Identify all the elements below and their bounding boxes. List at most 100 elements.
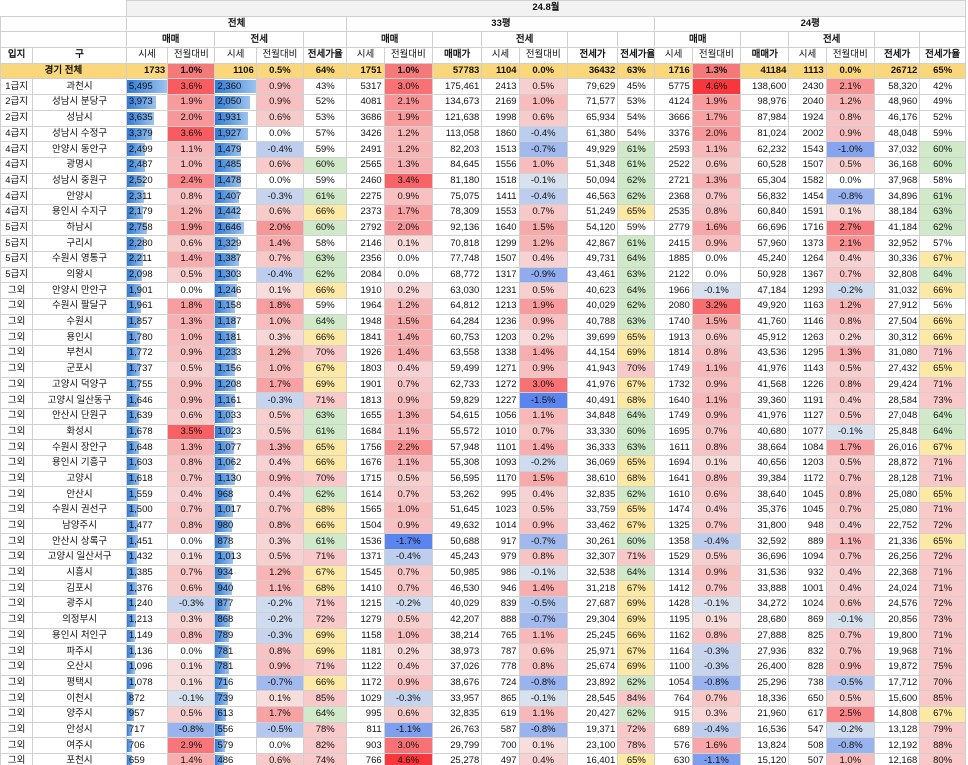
value-cell: 38,664 xyxy=(740,439,790,456)
data-bar xyxy=(215,629,229,643)
value-cell: -1.5% xyxy=(518,392,568,409)
value-cell: 2.0% xyxy=(167,109,216,127)
value-cell: 1756 xyxy=(346,439,385,456)
region-cell: 그외 xyxy=(0,376,34,394)
value-cell: 1.1% xyxy=(691,141,742,158)
value-cell: 1.1% xyxy=(691,392,742,409)
value-cell: 1113 xyxy=(788,62,827,80)
value-cell: 2040 xyxy=(788,94,827,111)
table-row: 그외 평택시 1,078 0.1% 716 -0.7% 66% 1172 0.9% 38,676 7… xyxy=(0,674,966,692)
value-cell: 0.4% xyxy=(691,502,742,519)
region-cell: 그외 xyxy=(0,753,34,765)
data-bar xyxy=(127,425,140,439)
data-bar xyxy=(215,566,232,580)
value-cell: 59,499 xyxy=(431,360,483,378)
value-cell: -0.2% xyxy=(255,611,305,629)
value-cell: 79,629 xyxy=(566,78,619,96)
value-cell: 25,296 xyxy=(740,674,790,692)
data-bar xyxy=(127,645,136,658)
value-cell: 1.0% xyxy=(167,329,216,347)
value-cell: 70% xyxy=(617,360,656,378)
value-cell: 71% xyxy=(919,454,966,472)
value-cell: 0.7% xyxy=(255,502,305,519)
data-bar xyxy=(215,425,233,439)
value-cell: 54,615 xyxy=(431,407,483,425)
value-cell: 15,600 xyxy=(873,690,921,707)
value-cell: 0.4% xyxy=(825,564,875,582)
value-cell: 1367 xyxy=(788,266,827,284)
value-cell: 1,187 xyxy=(214,313,257,331)
value-cell: 1,500 xyxy=(125,502,169,519)
value-cell: 65% xyxy=(617,753,656,765)
gu-cell: 오산시 xyxy=(32,658,127,676)
value-cell: 0.6% xyxy=(691,329,742,347)
value-cell: 2373 xyxy=(346,203,385,221)
value-cell: 1045 xyxy=(788,502,827,519)
sub-jeonse: 전세 xyxy=(481,31,568,49)
value-cell: 1.7% xyxy=(383,203,433,221)
value-cell: 1195 xyxy=(654,611,693,629)
table-row: 5급지 수원시 영통구 2,211 1.4% 1,387 0.7% 63% 2356 0.0% 7… xyxy=(0,251,966,268)
value-cell: 33,330 xyxy=(566,423,619,441)
value-cell: 61% xyxy=(303,423,348,441)
value-cell: 121,638 xyxy=(431,109,483,127)
table-row: 그외 고양시 일산서구 1,432 0.1% 1,013 0.5% 71% 1371 -0.4%… xyxy=(0,549,966,566)
value-cell: 1.0% xyxy=(167,156,216,174)
value-cell: 576 xyxy=(654,737,693,754)
value-cell: 54% xyxy=(617,125,656,143)
value-cell: 1.4% xyxy=(518,439,568,456)
gu-cell: 이천시 xyxy=(32,690,127,707)
value-cell: 64% xyxy=(617,282,656,300)
value-cell: 22,752 xyxy=(873,517,921,535)
col-jeonse-price: 전세가 xyxy=(873,47,921,64)
value-cell: 1924 xyxy=(788,109,827,127)
value-cell: 40,788 xyxy=(566,313,619,331)
region-cell: 4급지 xyxy=(0,188,34,205)
data-bar xyxy=(215,158,241,172)
value-cell: 1170 xyxy=(481,470,520,488)
value-cell: -0.8% xyxy=(167,721,216,739)
value-cell: 62% xyxy=(617,705,656,723)
value-cell: 832 xyxy=(788,643,827,660)
value-cell: 766 xyxy=(346,753,385,765)
value-cell: 839 xyxy=(481,596,520,613)
value-cell: -0.2% xyxy=(825,721,875,739)
value-cell: 134,673 xyxy=(431,94,483,111)
value-cell: 1,233 xyxy=(214,345,257,362)
value-cell: 1614 xyxy=(346,486,385,503)
data-bar xyxy=(215,127,249,141)
value-cell: 1610 xyxy=(654,486,693,503)
value-cell: 58,320 xyxy=(873,78,921,96)
gu-cell: 성남시 xyxy=(32,109,127,127)
value-cell: 1813 xyxy=(346,392,385,409)
value-cell: 33,462 xyxy=(566,517,619,535)
table-row: 4급지 광명시 2,487 1.0% 1,485 0.6% 60% 2565 1.3% 84,64… xyxy=(0,156,966,174)
data-bar xyxy=(127,362,140,376)
value-cell: 71% xyxy=(303,549,348,566)
value-cell: 1814 xyxy=(654,345,693,362)
value-cell: 1,023 xyxy=(214,423,257,441)
data-bar xyxy=(127,739,133,752)
value-cell: 0.4% xyxy=(825,251,875,268)
value-cell: 64% xyxy=(617,564,656,582)
value-cell: 1,376 xyxy=(125,580,169,598)
value-cell: 14,808 xyxy=(873,705,921,723)
value-cell: 67% xyxy=(617,580,656,598)
value-cell: 0.5% xyxy=(383,611,433,629)
value-cell: 2,050 xyxy=(214,94,257,111)
value-cell: 38,184 xyxy=(873,203,921,221)
data-bar xyxy=(215,378,237,392)
value-cell: 80% xyxy=(919,753,966,765)
value-cell: 71% xyxy=(919,564,966,582)
data-bar xyxy=(127,707,134,721)
value-cell: 1,772 xyxy=(125,345,169,362)
value-cell: 1325 xyxy=(654,517,693,535)
value-cell: 1236 xyxy=(481,313,520,331)
value-cell: 67% xyxy=(919,251,966,268)
sub-jeonse: 전세 xyxy=(788,31,875,49)
period-header: 24.8월 xyxy=(125,0,967,17)
value-cell: 957 xyxy=(125,705,169,723)
value-cell: 1,442 xyxy=(214,203,257,221)
value-cell: 40,656 xyxy=(740,454,790,472)
